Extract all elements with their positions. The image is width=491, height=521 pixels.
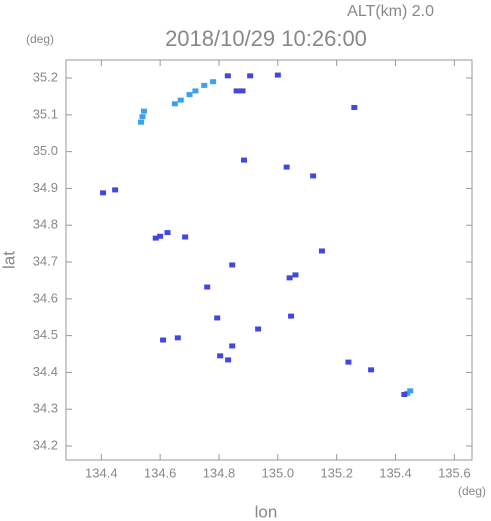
x-tick-label: 134.6: [144, 465, 177, 480]
echo: [274, 72, 281, 78]
echo: [192, 88, 199, 94]
echo: [239, 88, 246, 94]
y-tick-label: 34.3: [33, 401, 58, 416]
echo: [174, 335, 181, 341]
y-tick-label: 34.6: [33, 290, 58, 305]
echo: [152, 235, 159, 241]
x-tick-label: 134.4: [85, 465, 118, 480]
echo: [210, 79, 217, 85]
echo: [224, 73, 231, 79]
chart-title: 2018/10/29 10:26:00: [165, 26, 367, 51]
echo: [225, 357, 232, 363]
echo: [351, 104, 358, 110]
echo: [186, 92, 193, 98]
echo: [292, 272, 299, 278]
y-tick-label: 34.8: [33, 217, 58, 232]
y-tick-label: 34.9: [33, 180, 58, 195]
echo: [283, 164, 290, 170]
echo: [140, 108, 147, 114]
x-tick-label: 135.4: [379, 465, 412, 480]
echo: [157, 233, 164, 239]
x-unit: (deg): [458, 484, 486, 498]
echo: [401, 391, 408, 397]
x-tick-label: 134.8: [203, 465, 236, 480]
y-tick-label: 35.0: [33, 143, 58, 158]
echo: [368, 367, 375, 373]
x-tick-label: 135.2: [320, 465, 353, 480]
plot-frame: [65, 59, 473, 461]
y-tick-label: 35.1: [33, 106, 58, 121]
echo: [100, 190, 107, 196]
echo: [240, 157, 247, 163]
echo: [112, 187, 119, 193]
y-axis-label: lat: [0, 251, 18, 269]
echo: [204, 284, 211, 290]
echo: [138, 119, 145, 125]
echo: [286, 275, 293, 281]
echo: [233, 88, 240, 94]
echo: [177, 97, 184, 103]
echo: [407, 388, 414, 394]
y-tick-label: 35.2: [33, 69, 58, 84]
echo: [214, 315, 221, 321]
echo: [171, 101, 178, 107]
echo: [217, 353, 224, 359]
echo: [201, 82, 208, 88]
echo: [310, 173, 317, 179]
x-tick-label: 135.0: [262, 465, 295, 480]
x-tick-label: 135.6: [438, 465, 471, 480]
echo: [229, 262, 236, 268]
echo: [164, 230, 171, 236]
y-tick-label: 34.2: [33, 437, 58, 452]
echo: [139, 114, 146, 120]
y-tick-label: 34.7: [33, 253, 58, 268]
echo: [182, 234, 189, 240]
echo: [160, 337, 167, 343]
y-tick-label: 34.4: [33, 364, 58, 379]
x-axis-label: lon: [255, 502, 278, 521]
echo: [318, 248, 325, 254]
echo: [255, 326, 262, 332]
y-tick-label: 34.5: [33, 327, 58, 342]
echo: [345, 359, 352, 365]
echo: [229, 343, 236, 349]
echo: [247, 73, 254, 79]
subtitle: ALT(km) 2.0: [347, 3, 434, 20]
y-unit: (deg): [26, 32, 54, 46]
echo: [288, 313, 295, 319]
